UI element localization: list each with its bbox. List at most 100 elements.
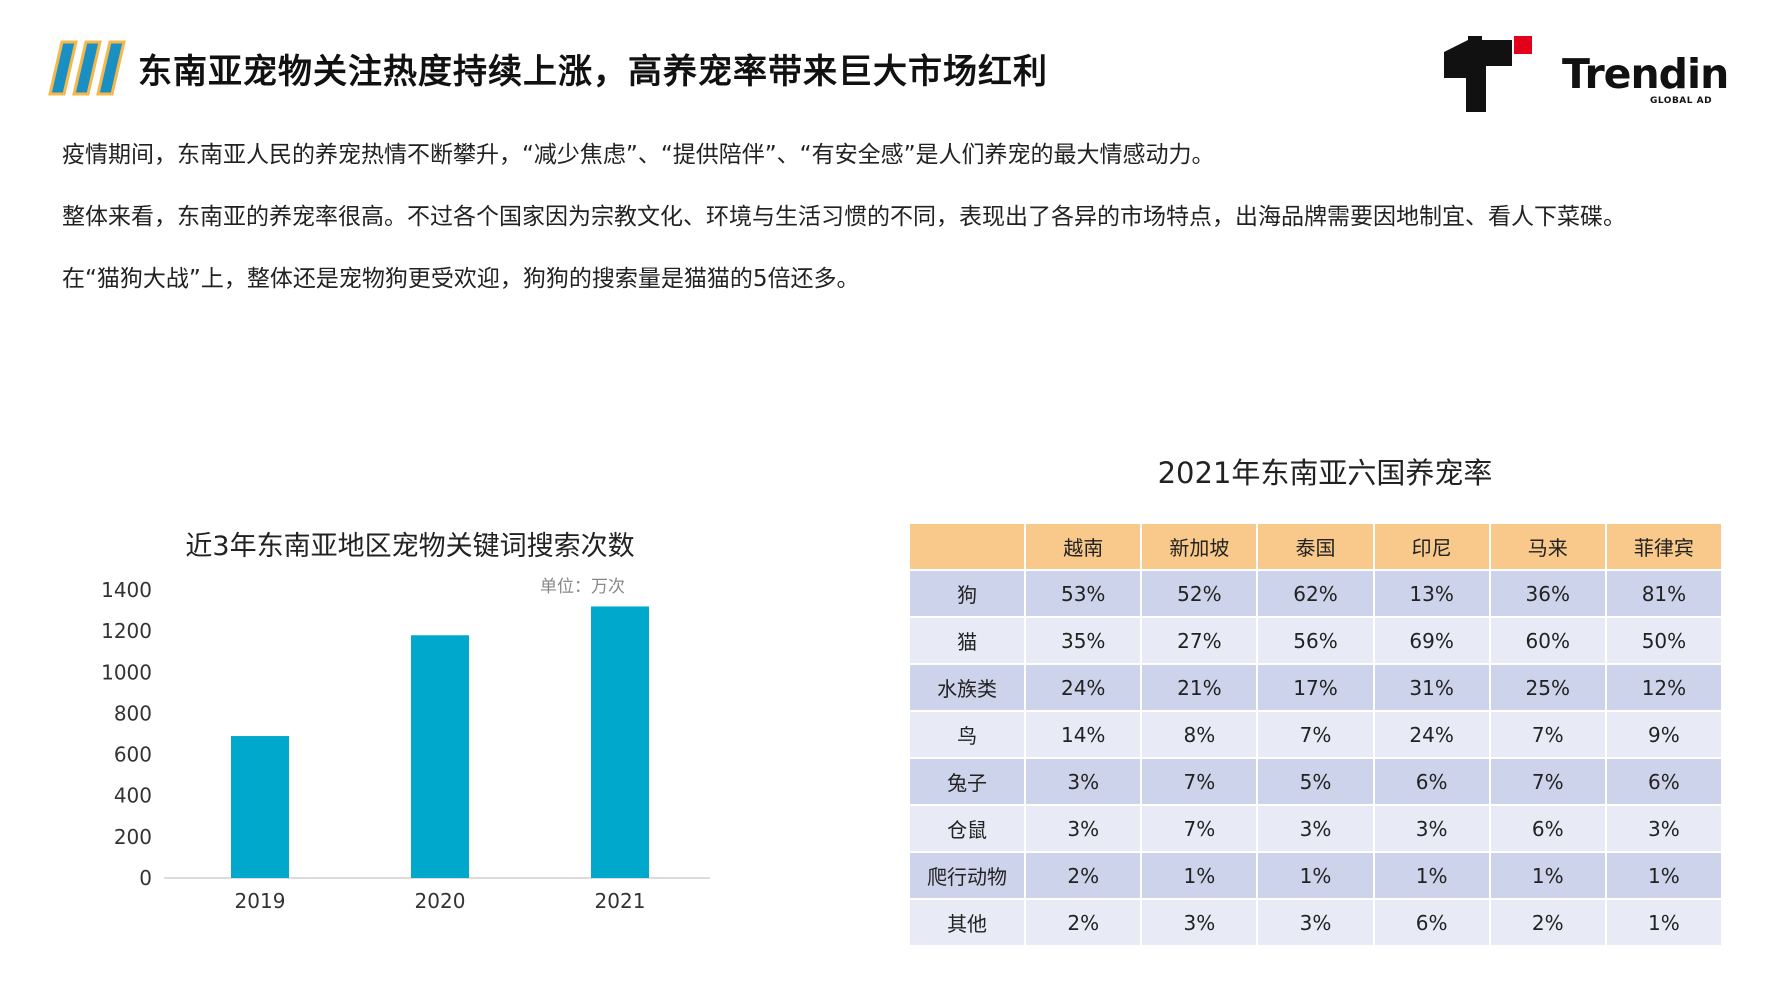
- table-row: 猫 35% 27% 56% 69% 60% 50%: [910, 618, 1721, 663]
- intro-paragraph-2: 整体来看，东南亚的养宠率很高。不过各个国家因为宗教文化、环境与生活习惯的不同，表…: [62, 204, 1626, 230]
- table-cell: 6%: [1374, 900, 1489, 945]
- table-row-header: 狗: [910, 571, 1025, 616]
- intro-text: 疫情期间，东南亚人民的养宠热情不断攀升，“减少焦虑”、“提供陪伴”、“有安全感”…: [62, 140, 1722, 326]
- table-header-row: 越南 新加坡 泰国 印尼 马来 菲律宾: [910, 524, 1721, 569]
- table-column-header: 菲律宾: [1606, 524, 1721, 569]
- table-cell: 69%: [1374, 618, 1489, 663]
- bar-chart-title: 近3年东南亚地区宠物关键词搜索次数: [185, 531, 635, 562]
- table-cell: 1%: [1142, 853, 1257, 898]
- table-row: 水族类 24% 21% 17% 31% 25% 12%: [910, 665, 1721, 710]
- table-cell: 12%: [1606, 665, 1721, 710]
- table-row: 鸟 14% 8% 7% 24% 7% 9%: [910, 712, 1721, 757]
- bar: [411, 635, 469, 878]
- table-cell: 24%: [1026, 665, 1141, 710]
- table-cell: 6%: [1490, 806, 1605, 851]
- bar: [591, 606, 649, 878]
- trendin-logo: Trendin GLOBAL AD: [1440, 32, 1730, 122]
- table-body: 狗 53% 52% 62% 13% 36% 81% 猫 35% 27% 56% 69% 60% 50% 水族…: [910, 571, 1721, 945]
- table-cell: 36%: [1490, 571, 1605, 616]
- table-cell: 60%: [1490, 618, 1605, 663]
- table-row-header: 鸟: [910, 712, 1025, 757]
- table-row-header: 其他: [910, 900, 1025, 945]
- table-cell: 1%: [1606, 853, 1721, 898]
- table-cell: 1%: [1490, 853, 1605, 898]
- table-cell: 25%: [1490, 665, 1605, 710]
- y-tick-label: 0: [139, 866, 152, 890]
- table-cell: 62%: [1258, 571, 1373, 616]
- table-row-header: 仓鼠: [910, 806, 1025, 851]
- y-tick-label: 1200: [101, 619, 152, 643]
- table-column-header: 泰国: [1258, 524, 1373, 569]
- y-tick-label: 600: [114, 743, 152, 767]
- x-tick-label: 2021: [595, 889, 646, 913]
- x-tick-label: 2020: [415, 889, 466, 913]
- table-cell: 24%: [1374, 712, 1489, 757]
- table-cell: 2%: [1026, 853, 1141, 898]
- table-cell: 7%: [1142, 759, 1257, 804]
- triple-slash-icon: [48, 40, 126, 96]
- logo-subtitle: GLOBAL AD: [1650, 96, 1713, 106]
- table-row-header: 兔子: [910, 759, 1025, 804]
- y-tick-label: 200: [114, 825, 152, 849]
- table-column-header: 马来: [1490, 524, 1605, 569]
- table-row: 其他 2% 3% 3% 6% 2% 1%: [910, 900, 1721, 945]
- table-cell: 53%: [1026, 571, 1141, 616]
- intro-paragraph-3: 在“猫狗大战”上，整体还是宠物狗更受欢迎，狗狗的搜索量是猫猫的5倍还多。: [62, 266, 860, 292]
- y-tick-label: 1000: [101, 660, 152, 684]
- table-cell: 35%: [1026, 618, 1141, 663]
- x-tick-label: 2019: [235, 889, 286, 913]
- table-cell: 81%: [1606, 571, 1721, 616]
- title-bar: 东南亚宠物关注热度持续上涨，高养宠率带来巨大市场红利: [48, 38, 1048, 98]
- table-cell: 6%: [1606, 759, 1721, 804]
- table-cell: 3%: [1142, 900, 1257, 945]
- table-column-header: 越南: [1026, 524, 1141, 569]
- table-corner-cell: [910, 524, 1025, 569]
- table-column-header: 新加坡: [1142, 524, 1257, 569]
- trendin-logo-mark-icon: [1444, 36, 1532, 112]
- table-row: 爬行动物 2% 1% 1% 1% 1% 1%: [910, 853, 1721, 898]
- table-row-header: 爬行动物: [910, 853, 1025, 898]
- table-cell: 7%: [1258, 712, 1373, 757]
- table-row-header: 水族类: [910, 665, 1025, 710]
- table-cell: 50%: [1606, 618, 1721, 663]
- table-cell: 1%: [1374, 853, 1489, 898]
- table-cell: 31%: [1374, 665, 1489, 710]
- pet-ownership-table: 越南 新加坡 泰国 印尼 马来 菲律宾 狗 53% 52% 62% 13% 36% 81% 猫 35% 27…: [908, 522, 1723, 947]
- table-cell: 2%: [1026, 900, 1141, 945]
- table-row: 仓鼠 3% 7% 3% 3% 6% 3%: [910, 806, 1721, 851]
- table-cell: 7%: [1490, 759, 1605, 804]
- y-tick-label: 400: [114, 784, 152, 808]
- table-cell: 8%: [1142, 712, 1257, 757]
- table-title: 2021年东南亚六国养宠率: [1157, 456, 1493, 490]
- table-cell: 7%: [1142, 806, 1257, 851]
- table-cell: 52%: [1142, 571, 1257, 616]
- table-cell: 3%: [1258, 900, 1373, 945]
- logo-word: Trendin: [1562, 50, 1729, 98]
- intro-paragraph-1: 疫情期间，东南亚人民的养宠热情不断攀升，“减少焦虑”、“提供陪伴”、“有安全感”…: [62, 142, 1215, 168]
- table-cell: 3%: [1606, 806, 1721, 851]
- table-column-header: 印尼: [1374, 524, 1489, 569]
- bar: [231, 736, 289, 878]
- table-cell: 27%: [1142, 618, 1257, 663]
- table-cell: 1%: [1258, 853, 1373, 898]
- table-cell: 14%: [1026, 712, 1141, 757]
- table-cell: 3%: [1258, 806, 1373, 851]
- table-row-header: 猫: [910, 618, 1025, 663]
- table-cell: 3%: [1026, 806, 1141, 851]
- table-cell: 56%: [1258, 618, 1373, 663]
- bar-chart: 0 200 400 600 800 1000 1200 1400 2019 2020 2021: [101, 578, 710, 913]
- table-cell: 17%: [1258, 665, 1373, 710]
- table-cell: 3%: [1374, 806, 1489, 851]
- y-tick-label: 800: [114, 701, 152, 725]
- table-cell: 6%: [1374, 759, 1489, 804]
- table-cell: 5%: [1258, 759, 1373, 804]
- table-cell: 9%: [1606, 712, 1721, 757]
- table-cell: 7%: [1490, 712, 1605, 757]
- table-cell: 3%: [1026, 759, 1141, 804]
- page-title: 东南亚宠物关注热度持续上涨，高养宠率带来巨大市场红利: [138, 51, 1048, 92]
- y-tick-label: 1400: [101, 578, 152, 602]
- table-cell: 21%: [1142, 665, 1257, 710]
- table-row: 狗 53% 52% 62% 13% 36% 81%: [910, 571, 1721, 616]
- table-cell: 2%: [1490, 900, 1605, 945]
- table-row: 兔子 3% 7% 5% 6% 7% 6%: [910, 759, 1721, 804]
